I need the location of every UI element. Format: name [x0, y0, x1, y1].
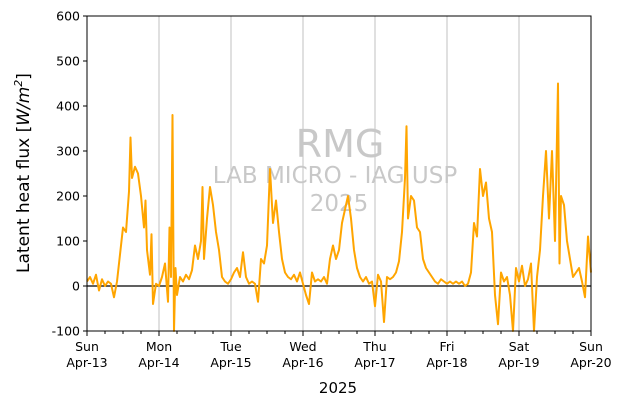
x-tick-date-label: Apr-19 — [498, 355, 539, 370]
y-tick-label: 100 — [56, 234, 80, 249]
x-tick-date-label: Apr-17 — [354, 355, 395, 370]
x-tick-day-label: Mon — [146, 339, 172, 354]
day-gridlines — [158, 16, 520, 331]
x-tick-day-label: Sun — [579, 339, 603, 354]
x-tick-date-label: Apr-14 — [138, 355, 179, 370]
x-tick-date-label: Apr-20 — [570, 355, 611, 370]
x-tick-date-label: Apr-16 — [282, 355, 323, 370]
watermark-line-1: RMG — [296, 122, 385, 166]
x-tick-day-label: Fri — [440, 339, 455, 354]
y-axis: -100 0 100 200 300 400 500 600 — [52, 9, 87, 339]
x-tick-date-label: Apr-18 — [426, 355, 467, 370]
x-tick-date-label: Apr-15 — [210, 355, 251, 370]
y-tick-label: -100 — [52, 324, 80, 339]
y-tick-label: 300 — [56, 144, 80, 159]
x-tick-day-label: Sat — [509, 339, 530, 354]
x-tick-day-label: Wed — [289, 339, 316, 354]
y-tick-label: 400 — [56, 99, 80, 114]
watermark-line-3: 2025 — [310, 191, 369, 217]
y-tick-label: 0 — [72, 279, 80, 294]
x-axis: SunApr-13MonApr-14TueApr-15WedApr-16ThuA… — [66, 331, 612, 370]
x-tick-day-label: Thu — [362, 339, 386, 354]
watermark-line-2: LAB MICRO - IAG USP — [213, 163, 458, 189]
y-tick-label: 200 — [56, 189, 80, 204]
x-tick-day-label: Tue — [219, 339, 242, 354]
x-axis-label: 2025 — [319, 379, 357, 397]
y-axis-label: Latent heat flux [W/m2] — [12, 73, 34, 273]
y-tick-label: 600 — [56, 9, 80, 24]
x-tick-day-label: Sun — [75, 339, 99, 354]
x-tick-date-label: Apr-13 — [66, 355, 107, 370]
series-line-latent-heat-flux — [86, 82, 592, 332]
watermark: RMG LAB MICRO - IAG USP 2025 — [213, 122, 458, 217]
y-tick-label: 500 — [56, 54, 80, 69]
